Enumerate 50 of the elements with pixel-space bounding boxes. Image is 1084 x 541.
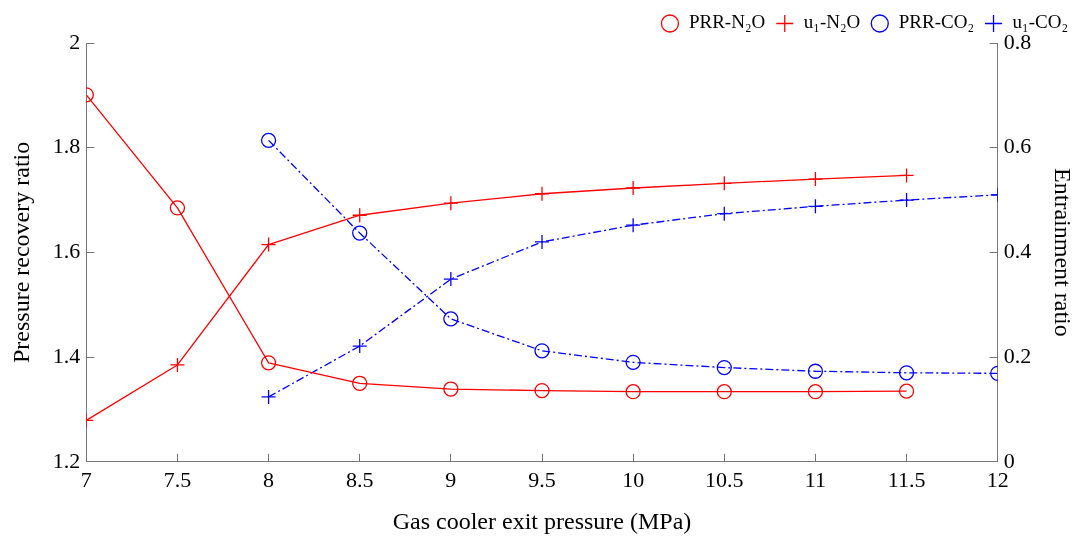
point [352, 225, 368, 241]
point [807, 384, 824, 400]
y-axis-title: Pressure recovery ratio [7, 141, 34, 364]
legend-label: u₁-CO₂ [1012, 11, 1069, 33]
y-tick-label: 1.4 [52, 342, 81, 368]
point [443, 311, 459, 327]
legend-label: u₁-N₂O [803, 11, 861, 33]
y2-tick-label: 0 [1003, 447, 1015, 473]
point [534, 382, 550, 399]
x-tick-label: 8.5 [345, 466, 374, 492]
point [898, 192, 915, 208]
x-tick-label: 11 [804, 466, 827, 492]
point [169, 200, 186, 216]
point [260, 132, 277, 149]
point [352, 375, 368, 391]
point [716, 384, 732, 400]
point [443, 381, 459, 397]
y-tick-label: 2 [69, 28, 81, 54]
point [898, 365, 915, 381]
point [260, 389, 277, 405]
y-tick-label: 1.6 [52, 238, 81, 264]
point [625, 384, 641, 400]
y2-tick-label: 0.4 [1003, 238, 1032, 264]
x-tick-label: 10.5 [705, 466, 744, 492]
point [898, 167, 915, 184]
x-tick-label: 7 [80, 466, 92, 492]
legend-label: PRR-N₂O [688, 11, 766, 33]
point [807, 171, 824, 187]
point [534, 343, 550, 359]
x-axis-title: Gas cooler exit pressure (MPa) [392, 507, 692, 534]
legend-label: PRR-CO₂ [898, 11, 975, 33]
point [807, 363, 824, 379]
y2-axis-title: Entrainment ratio [1050, 168, 1077, 337]
point [169, 357, 186, 373]
point [898, 383, 915, 399]
point [716, 359, 732, 376]
y-tick-label: 1.8 [52, 133, 81, 159]
x-tick-label: 7.5 [163, 466, 192, 492]
point [260, 236, 277, 253]
x-tick-label: 10 [622, 466, 645, 492]
x-tick-label: 9.5 [528, 466, 556, 492]
y2-tick-label: 0.2 [1003, 342, 1032, 368]
y2-tick-label: 0.6 [1003, 133, 1032, 159]
y-tick-label: 1.2 [52, 447, 81, 473]
x-tick-label: 11.5 [887, 466, 926, 492]
point [807, 198, 824, 214]
x-tick-label: 8 [263, 466, 275, 492]
point [625, 354, 641, 370]
x-tick-label: 9 [445, 466, 457, 492]
point [260, 355, 277, 371]
